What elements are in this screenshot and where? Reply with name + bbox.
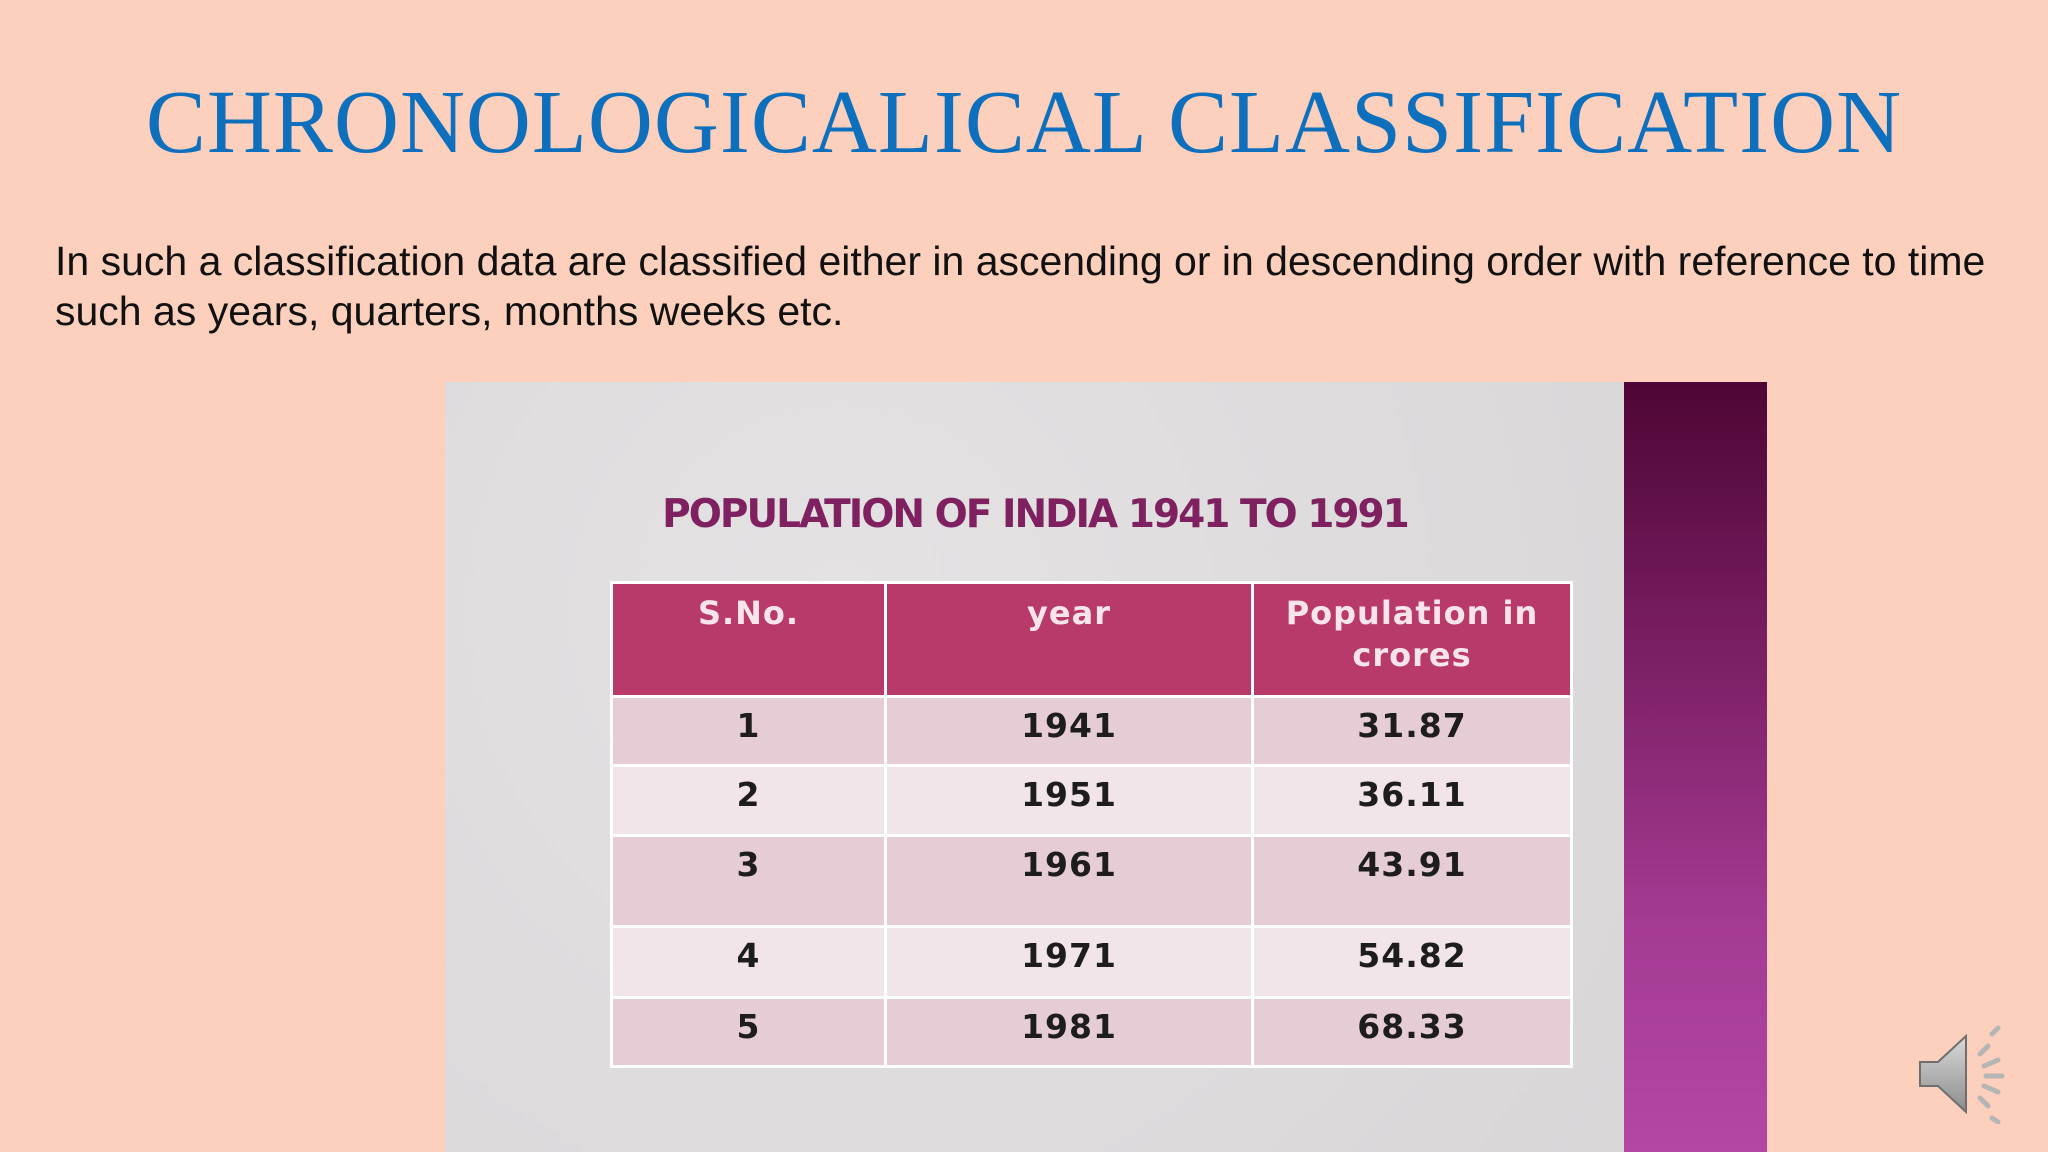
table-cell: 1941 bbox=[884, 695, 1254, 767]
column-header: S.No. bbox=[610, 581, 887, 698]
slide-title: CHRONOLOGICALICAL CLASSIFICATION bbox=[145, 73, 1903, 172]
table-cell: 1 bbox=[610, 695, 887, 767]
slide-body-text: In such a classification data are classi… bbox=[55, 238, 1986, 334]
table-row: 1 1941 31.87 bbox=[610, 695, 1573, 767]
table-cell: 36.11 bbox=[1251, 764, 1573, 837]
table-row: 4 1971 54.82 bbox=[610, 925, 1573, 999]
table-title: POPULATION OF INDIA 1941 TO 1991 bbox=[662, 492, 1410, 537]
decorative-gradient-bar bbox=[1624, 382, 1767, 1152]
table-cell: 43.91 bbox=[1251, 834, 1573, 928]
table-header-row: S.No. year Population in crores bbox=[610, 581, 1573, 698]
embedded-table-image: POPULATION OF INDIA 1941 TO 1991 S.No. y… bbox=[445, 382, 1767, 1152]
table-cell: 1971 bbox=[884, 925, 1254, 999]
table-row: 3 1961 43.91 bbox=[610, 834, 1573, 928]
column-header: year bbox=[884, 581, 1254, 698]
table-cell: 1961 bbox=[884, 834, 1254, 928]
table-cell: 31.87 bbox=[1251, 695, 1573, 767]
table-cell: 3 bbox=[610, 834, 887, 928]
table-cell: 4 bbox=[610, 925, 887, 999]
table-cell: 1981 bbox=[884, 996, 1254, 1068]
table-row: 5 1981 68.33 bbox=[610, 996, 1573, 1068]
speaker-icon[interactable] bbox=[1918, 1024, 2018, 1124]
table-cell: 54.82 bbox=[1251, 925, 1573, 999]
table-cell: 1951 bbox=[884, 764, 1254, 837]
table-row: 2 1951 36.11 bbox=[610, 764, 1573, 837]
population-table: S.No. year Population in crores 1 1941 3… bbox=[610, 581, 1573, 1068]
table-cell: 68.33 bbox=[1251, 996, 1573, 1068]
table-cell: 2 bbox=[610, 764, 887, 837]
table-cell: 5 bbox=[610, 996, 887, 1068]
column-header: Population in crores bbox=[1251, 581, 1573, 698]
